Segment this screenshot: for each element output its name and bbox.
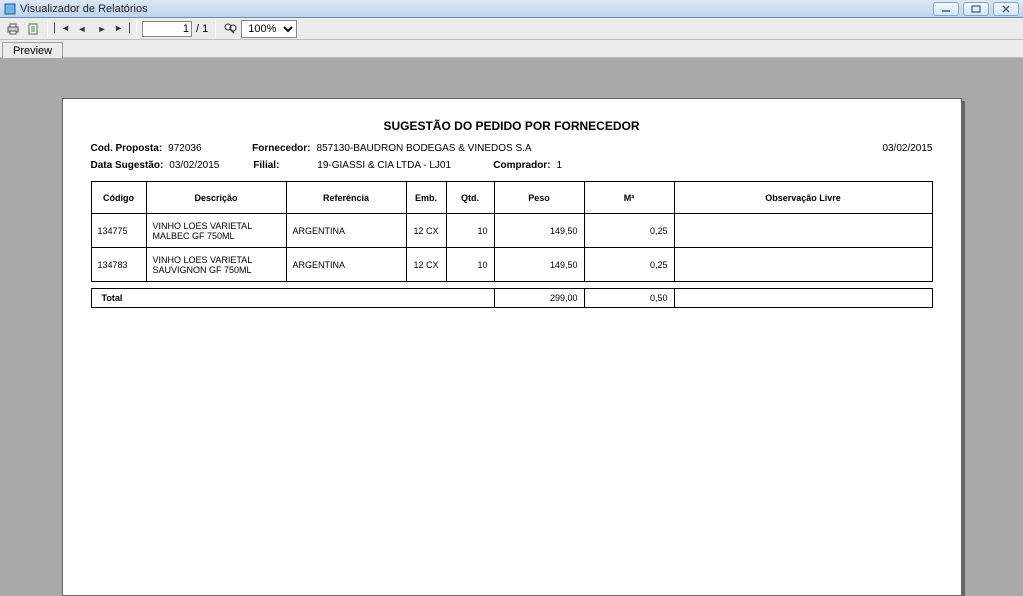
last-page-button[interactable]: ►▕	[113, 20, 131, 38]
col-emb: Emb.	[406, 182, 446, 214]
cell-obs	[674, 248, 932, 282]
close-button[interactable]	[993, 2, 1019, 16]
total-m3: 0,50	[584, 289, 674, 308]
col-descricao: Descrição	[146, 182, 286, 214]
tabs-row: Preview	[0, 40, 1023, 58]
print-button[interactable]	[4, 20, 22, 38]
cell-m3: 0,25	[584, 248, 674, 282]
minimize-button[interactable]	[933, 2, 959, 16]
value-data-sugestao: 03/02/2015	[169, 160, 225, 171]
toolbar-separator	[215, 20, 216, 38]
titlebar: Visualizador de Relatórios	[0, 0, 1023, 18]
window-controls	[933, 0, 1019, 17]
label-comprador: Comprador:	[493, 160, 550, 171]
toolbar: ▏◄ ◄ ► ►▕ / 1 100%	[0, 18, 1023, 40]
cell-codigo: 134783	[91, 248, 146, 282]
cell-obs	[674, 214, 932, 248]
value-comprador: 1	[557, 160, 563, 171]
cell-peso: 149,50	[494, 214, 584, 248]
col-obs: Observação Livre	[674, 182, 932, 214]
total-table: Total 299,00 0,50	[91, 288, 933, 308]
report-date: 03/02/2015	[882, 143, 932, 154]
cell-emb: 12 CX	[406, 214, 446, 248]
value-fornecedor: 857130-BAUDRON BODEGAS & VINEDOS S.A	[317, 143, 532, 154]
col-peso: Peso	[494, 182, 584, 214]
export-button[interactable]	[24, 20, 42, 38]
maximize-button[interactable]	[963, 2, 989, 16]
window-title: Visualizador de Relatórios	[20, 3, 148, 15]
label-cod-proposta: Cod. Proposta:	[91, 143, 163, 154]
col-referencia: Referência	[286, 182, 406, 214]
cell-referencia: ARGENTINA	[286, 214, 406, 248]
value-filial: 19-GIASSI & CIA LTDA - LJ01	[317, 160, 465, 171]
value-cod-proposta: 972036	[168, 143, 224, 154]
cell-m3: 0,25	[584, 214, 674, 248]
current-page-input[interactable]	[142, 21, 192, 37]
find-button[interactable]	[221, 20, 239, 38]
cell-emb: 12 CX	[406, 248, 446, 282]
tab-preview[interactable]: Preview	[2, 42, 63, 58]
cell-codigo: 134775	[91, 214, 146, 248]
col-qtd: Qtd.	[446, 182, 494, 214]
total-obs	[674, 289, 932, 308]
viewer-area: SUGESTÃO DO PEDIDO POR FORNECEDOR 03/02/…	[0, 58, 1023, 596]
total-pages-label: / 1	[194, 23, 210, 35]
next-page-button[interactable]: ►	[93, 20, 111, 38]
first-page-button[interactable]: ▏◄	[53, 20, 71, 38]
cell-qtd: 10	[446, 248, 494, 282]
label-filial: Filial:	[253, 160, 311, 171]
label-data-sugestao: Data Sugestão:	[91, 160, 164, 171]
total-label: Total	[91, 289, 494, 308]
app-icon	[4, 3, 16, 15]
total-row: Total 299,00 0,50	[91, 289, 932, 308]
cell-descricao: VINHO LOES VARIETAL SAUVIGNON GF 750ML	[146, 248, 286, 282]
prev-page-button[interactable]: ◄	[73, 20, 91, 38]
toolbar-separator	[47, 20, 48, 38]
report-page: SUGESTÃO DO PEDIDO POR FORNECEDOR 03/02/…	[62, 98, 962, 596]
cell-descricao: VINHO LOES VARIETAL MALBEC GF 750ML	[146, 214, 286, 248]
zoom-select[interactable]: 100%	[241, 20, 297, 38]
cell-qtd: 10	[446, 214, 494, 248]
report-title: SUGESTÃO DO PEDIDO POR FORNECEDOR	[83, 119, 941, 133]
table-row: 134775 VINHO LOES VARIETAL MALBEC GF 750…	[91, 214, 932, 248]
table-header-row: Código Descrição Referência Emb. Qtd. Pe…	[91, 182, 932, 214]
col-codigo: Código	[91, 182, 146, 214]
total-peso: 299,00	[494, 289, 584, 308]
cell-referencia: ARGENTINA	[286, 248, 406, 282]
label-fornecedor: Fornecedor:	[252, 143, 310, 154]
report-table: Código Descrição Referência Emb. Qtd. Pe…	[91, 181, 933, 282]
cell-peso: 149,50	[494, 248, 584, 282]
col-m3: M³	[584, 182, 674, 214]
report-header: 03/02/2015 Cod. Proposta: 972036 Fornece…	[91, 143, 933, 171]
table-row: 134783 VINHO LOES VARIETAL SAUVIGNON GF …	[91, 248, 932, 282]
toolbar-separator	[136, 20, 137, 38]
